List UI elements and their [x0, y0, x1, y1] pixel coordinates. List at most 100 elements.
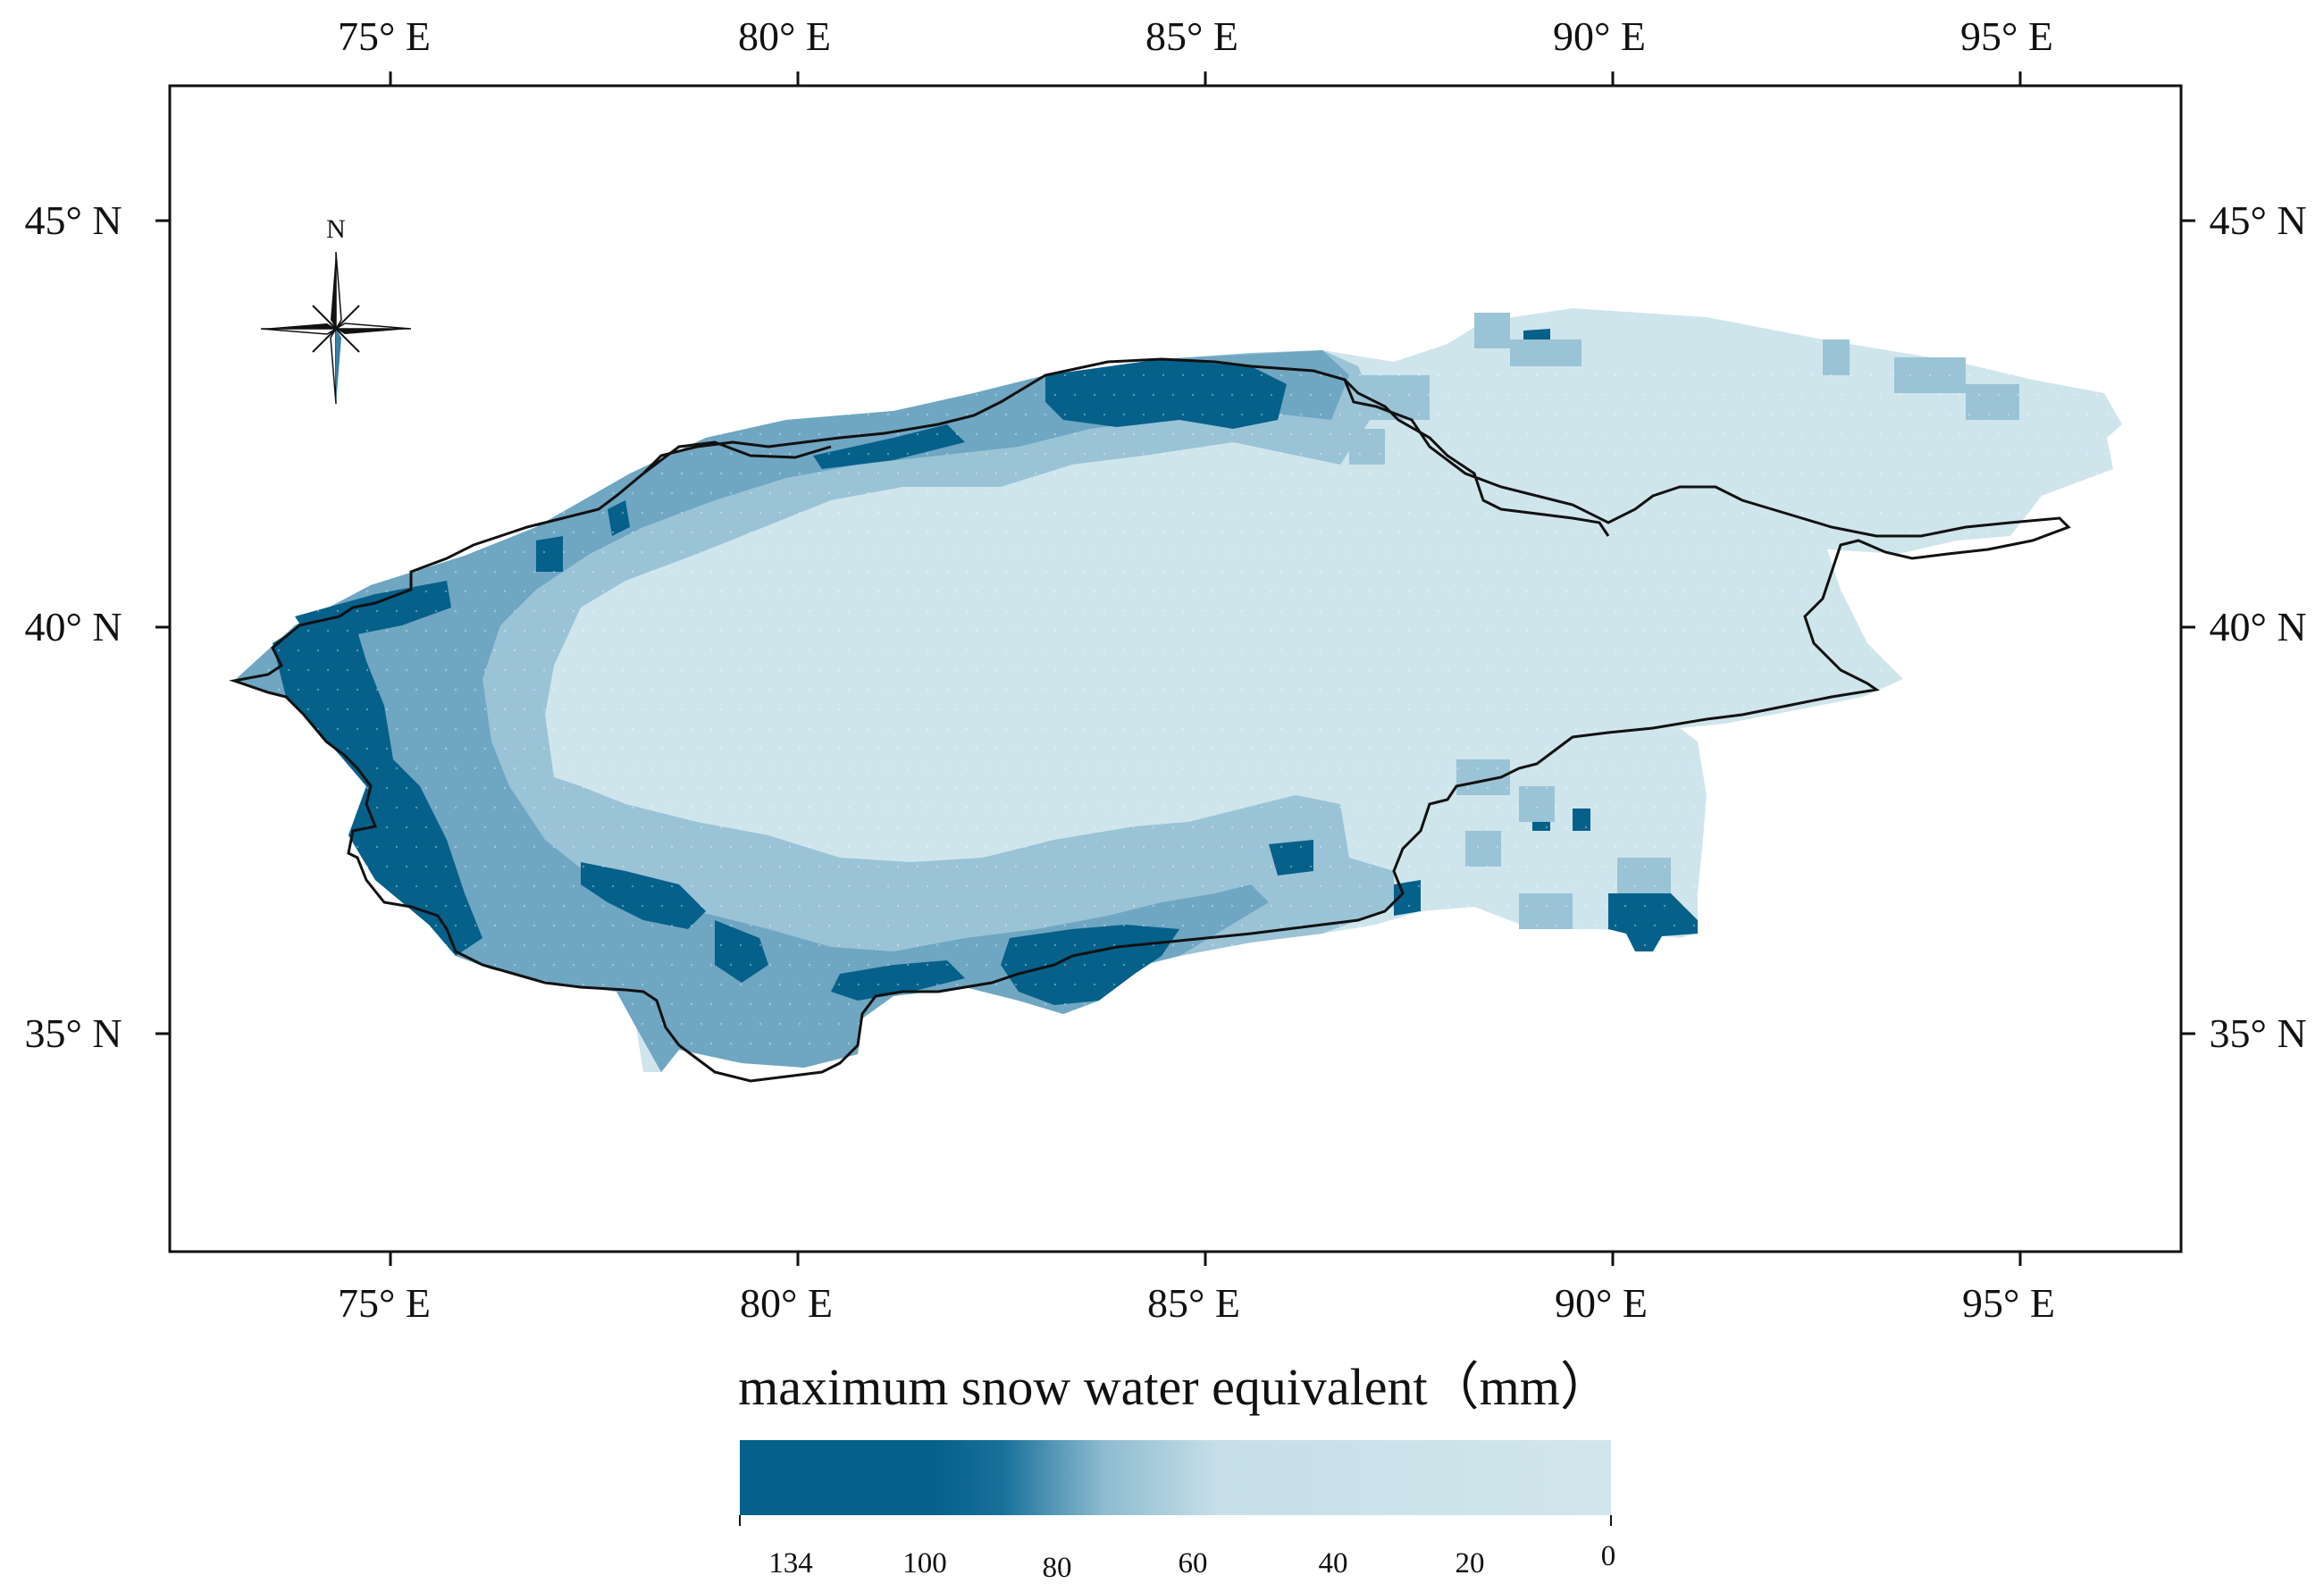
texture-dot	[415, 727, 418, 731]
texture-dot	[660, 432, 664, 436]
texture-dot	[1230, 550, 1234, 554]
texture-dot	[1525, 393, 1529, 397]
texture-dot	[1073, 668, 1077, 672]
texture-dot	[601, 983, 605, 986]
texture-dot	[1289, 393, 1293, 397]
texture-dot	[896, 629, 900, 633]
texture-dot	[1279, 373, 1283, 377]
texture-dot	[1623, 590, 1627, 593]
texture-dot	[306, 983, 310, 986]
texture-dot	[1604, 983, 1607, 986]
texture-dot	[582, 943, 585, 947]
legend-tick-label: 80	[1043, 1552, 1072, 1584]
texture-dot	[415, 609, 418, 613]
texture-dot	[1447, 668, 1450, 672]
texture-dot	[1152, 629, 1155, 633]
texture-dot	[267, 904, 271, 908]
texture-dot	[1073, 786, 1077, 790]
texture-dot	[503, 1022, 507, 1026]
texture-dot	[2026, 649, 2030, 652]
texture-dot	[533, 767, 536, 770]
texture-dot	[1712, 963, 1716, 967]
texture-dot	[1122, 767, 1126, 770]
texture-dot	[336, 491, 340, 495]
texture-dot	[1368, 786, 1372, 790]
texture-dot	[1722, 668, 1725, 672]
texture-dot	[1899, 393, 1902, 397]
texture-dot	[1584, 825, 1588, 829]
texture-dot	[444, 432, 448, 436]
texture-dot	[808, 767, 811, 770]
texture-dot	[346, 708, 349, 711]
texture-dot	[1093, 629, 1096, 633]
texture-dot	[1162, 963, 1165, 967]
texture-dot	[415, 649, 418, 652]
texture-dot	[395, 767, 399, 770]
texture-dot	[434, 688, 438, 691]
texture-dot	[1142, 609, 1145, 613]
texture-dot	[2125, 649, 2128, 652]
texture-dot	[405, 825, 408, 829]
texture-dot	[454, 531, 457, 534]
texture-dot	[1712, 373, 1716, 377]
texture-dot	[1663, 629, 1666, 633]
texture-dot	[1859, 629, 1863, 633]
texture-dot	[749, 1042, 752, 1045]
texture-dot	[513, 413, 516, 416]
texture-dot	[1633, 531, 1637, 534]
texture-dot	[886, 806, 890, 809]
texture-dot	[650, 884, 654, 888]
texture-dot	[1122, 1002, 1126, 1006]
texture-dot	[1044, 649, 1047, 652]
texture-dot	[434, 806, 438, 809]
texture-dot	[1388, 865, 1391, 868]
texture-dot	[1496, 531, 1499, 534]
texture-dot	[1368, 511, 1372, 515]
texture-dot	[1722, 629, 1725, 633]
texture-dot	[2105, 845, 2109, 849]
texture-dot	[1761, 983, 1765, 986]
texture-dot	[1987, 373, 1991, 377]
texture-dot	[877, 1022, 880, 1026]
texture-dot	[552, 649, 556, 652]
texture-dot	[1682, 668, 1686, 672]
texture-dot	[1722, 983, 1725, 986]
texture-dot	[375, 1042, 379, 1045]
texture-dot	[690, 1042, 693, 1045]
texture-dot	[1417, 1042, 1421, 1045]
texture-dot	[1712, 924, 1716, 927]
texture-dot	[1191, 943, 1195, 947]
texture-dot	[1692, 884, 1696, 888]
texture-dot	[1476, 649, 1480, 652]
texture-dot	[523, 629, 526, 633]
texture-dot	[719, 472, 723, 475]
texture-dot	[1623, 1022, 1627, 1026]
texture-dot	[1850, 963, 1853, 967]
texture-dot	[700, 472, 703, 475]
texture-dot	[454, 373, 457, 377]
texture-dot	[1397, 806, 1401, 809]
texture-dot	[1299, 727, 1303, 731]
texture-dot	[670, 806, 674, 809]
texture-dot	[1260, 924, 1263, 927]
texture-dot	[336, 727, 340, 731]
texture-dot	[847, 531, 851, 534]
texture-dot	[1594, 884, 1598, 888]
texture-dot	[562, 550, 566, 554]
texture-dot	[424, 550, 428, 554]
texture-dot	[906, 373, 910, 377]
texture-dot	[591, 727, 595, 731]
texture-dot	[1732, 727, 1735, 731]
texture-dot	[1525, 472, 1529, 475]
texture-dot	[1712, 806, 1716, 809]
texture-dot	[798, 629, 801, 633]
texture-dot	[1918, 472, 1922, 475]
texture-dot	[1191, 472, 1195, 475]
texture-dot	[2007, 688, 2010, 691]
texture-dot	[2125, 373, 2128, 377]
texture-dot	[690, 649, 693, 652]
texture-dot	[1250, 943, 1254, 947]
texture-dot	[297, 1002, 300, 1006]
texture-dot	[336, 649, 340, 652]
texture-dot	[424, 943, 428, 947]
